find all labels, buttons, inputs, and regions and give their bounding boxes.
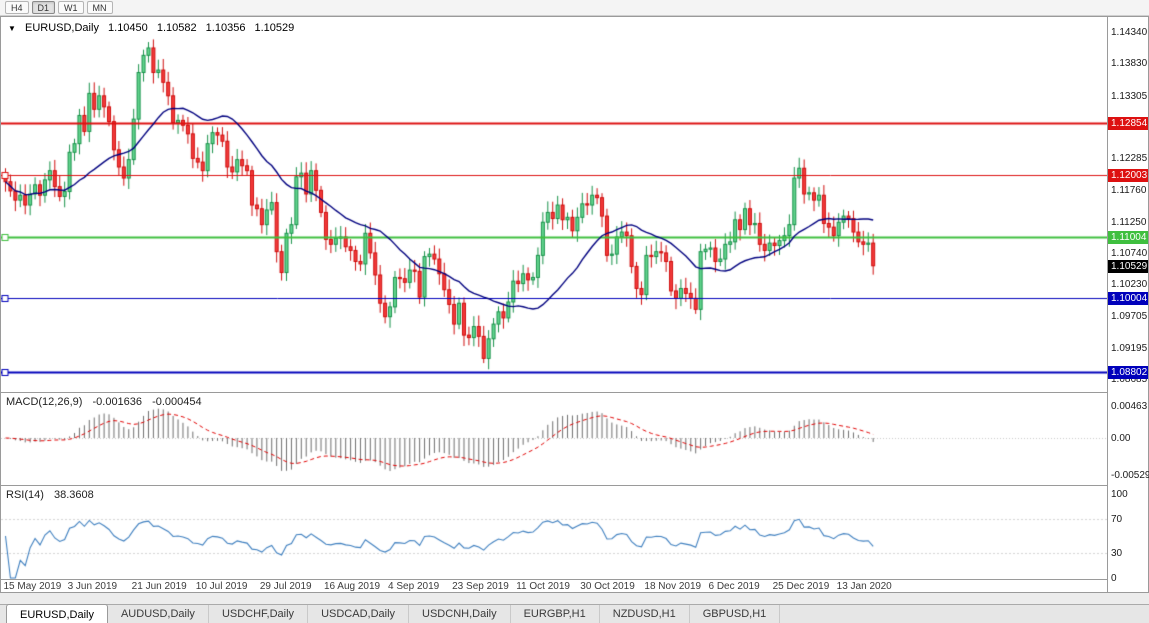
- date-label: 10 Jul 2019: [195, 581, 248, 592]
- chart-legend-symbol: EURUSD,Daily: [24, 22, 99, 34]
- price-tick-label: 1.11760: [1111, 185, 1147, 197]
- chart-tab-usdchf-daily[interactable]: USDCHF,Daily: [209, 605, 309, 623]
- chart-tab-usdcnh-daily[interactable]: USDCNH,Daily: [409, 605, 511, 623]
- timeframe-button-h4[interactable]: H4: [5, 1, 29, 14]
- price-tick-label: 1.12285: [1111, 153, 1148, 165]
- price-tick-label: 1.13830: [1111, 58, 1148, 70]
- price-tick-label: 1.13305: [1111, 90, 1148, 102]
- price-tick-label: 1.11250: [1111, 216, 1147, 228]
- timeframe-button-d1[interactable]: D1: [31, 1, 56, 14]
- chart-tab-eurgbp-h1[interactable]: EURGBP,H1: [511, 605, 600, 623]
- price-badge-1.11004: 1.11004: [1108, 230, 1148, 244]
- date-label: 3 Jun 2019: [67, 581, 118, 592]
- rsi-legend-title: RSI(14): [6, 489, 44, 501]
- price-badge-1.12003: 1.12003: [1108, 169, 1148, 183]
- date-label: 16 Aug 2019: [323, 581, 381, 592]
- rsi-legend-value: 38.3608: [53, 489, 94, 501]
- price-tick-label: 1.10740: [1111, 247, 1148, 259]
- date-label: 4 Sep 2019: [388, 581, 440, 592]
- price-tick-label: 1.08685: [1111, 374, 1148, 385]
- rsi-tick-label: 0: [1111, 573, 1117, 584]
- date-axis-separator: [1, 579, 1148, 580]
- price-tick-label: 1.10230: [1111, 279, 1148, 291]
- date-label: 29 Jul 2019: [259, 581, 312, 592]
- date-label: 11 Oct 2019: [516, 581, 570, 592]
- chart-window: ▼ EURUSD,Daily 1.10450 1.10582 1.10356 1…: [0, 16, 1149, 593]
- chart-legend: ▼ EURUSD,Daily 1.10450 1.10582 1.10356 1…: [8, 22, 300, 34]
- chart-tabbar: EURUSD,Daily AUDUSD,Daily USDCHF,Daily USDC…: [0, 604, 1149, 623]
- price-chart-canvas[interactable]: [1, 17, 1107, 579]
- date-label: 15 May 2019: [3, 581, 62, 592]
- rsi-tick-label: 100: [1111, 489, 1128, 500]
- timeframe-button-w1[interactable]: W1: [58, 1, 84, 14]
- price-axis[interactable]: 1.14340 1.13830 1.13305 1.12285 1.11760 1.112…: [1108, 17, 1149, 592]
- macd-legend-signal: -0.000454: [152, 396, 202, 408]
- chart-legend-high: 1.10582: [156, 22, 197, 34]
- price-axis-separator: [1107, 17, 1108, 592]
- date-label: 30 Oct 2019: [580, 581, 635, 592]
- price-badge-1.12854: 1.12854: [1108, 117, 1148, 131]
- macd-legend: MACD(12,26,9) -0.001636 -0.000454: [6, 396, 209, 408]
- timeframe-button-mn[interactable]: MN: [86, 1, 113, 14]
- date-label: 18 Nov 2019: [644, 581, 702, 592]
- price-tick-label: 1.14340: [1111, 27, 1148, 38]
- chart-tab-audusd-daily[interactable]: AUDUSD,Daily: [108, 605, 209, 623]
- chart-tab-eurusd-daily[interactable]: EURUSD,Daily: [6, 604, 108, 623]
- timeframe-toolbar: H4 D1 W1 MN: [0, 0, 1149, 16]
- price-badge-1.08802: 1.08802: [1108, 365, 1148, 379]
- date-label: 21 Jun 2019: [131, 581, 187, 592]
- price-badge-1.10004: 1.10004: [1108, 292, 1148, 306]
- macd-tick-label: -0.005299: [1111, 470, 1149, 482]
- chart-legend-low: 1.10356: [205, 22, 246, 34]
- chart-legend-close: 1.10529: [254, 22, 295, 34]
- chart-tab-nzdusd-h1[interactable]: NZDUSD,H1: [600, 605, 690, 623]
- date-label: 6 Dec 2019: [708, 581, 760, 592]
- rsi-tick-label: 30: [1111, 547, 1123, 559]
- macd-tick-label: 0.00: [1111, 433, 1131, 444]
- date-axis[interactable]: 15 May 2019 3 Jun 2019 21 Jun 2019 10 Jul 2…: [1, 580, 1107, 593]
- price-tick-label: 1.09705: [1111, 311, 1148, 323]
- chart-legend-open: 1.10450: [108, 22, 148, 34]
- date-label: 25 Dec 2019: [772, 581, 830, 592]
- chart-menu-icon[interactable]: ▼: [8, 24, 16, 33]
- date-label: 13 Jan 2020: [836, 581, 892, 592]
- macd-legend-title: MACD(12,26,9): [6, 396, 83, 408]
- price-tick-label: 1.09195: [1111, 342, 1148, 354]
- rsi-legend: RSI(14) 38.3608: [6, 489, 101, 501]
- rsi-pane-separator[interactable]: [1, 485, 1148, 486]
- chart-tab-usdcad-daily[interactable]: USDCAD,Daily: [308, 605, 410, 623]
- date-label: 23 Sep 2019: [452, 581, 509, 592]
- rsi-tick-label: 70: [1111, 514, 1123, 526]
- macd-pane-separator[interactable]: [1, 392, 1148, 393]
- macd-tick-label: 0.00463: [1111, 400, 1148, 412]
- current-price-badge: 1.10529: [1108, 259, 1148, 273]
- macd-legend-value: -0.001636: [92, 396, 143, 408]
- chart-tab-gbpusd-h1[interactable]: GBPUSD,H1: [690, 605, 781, 623]
